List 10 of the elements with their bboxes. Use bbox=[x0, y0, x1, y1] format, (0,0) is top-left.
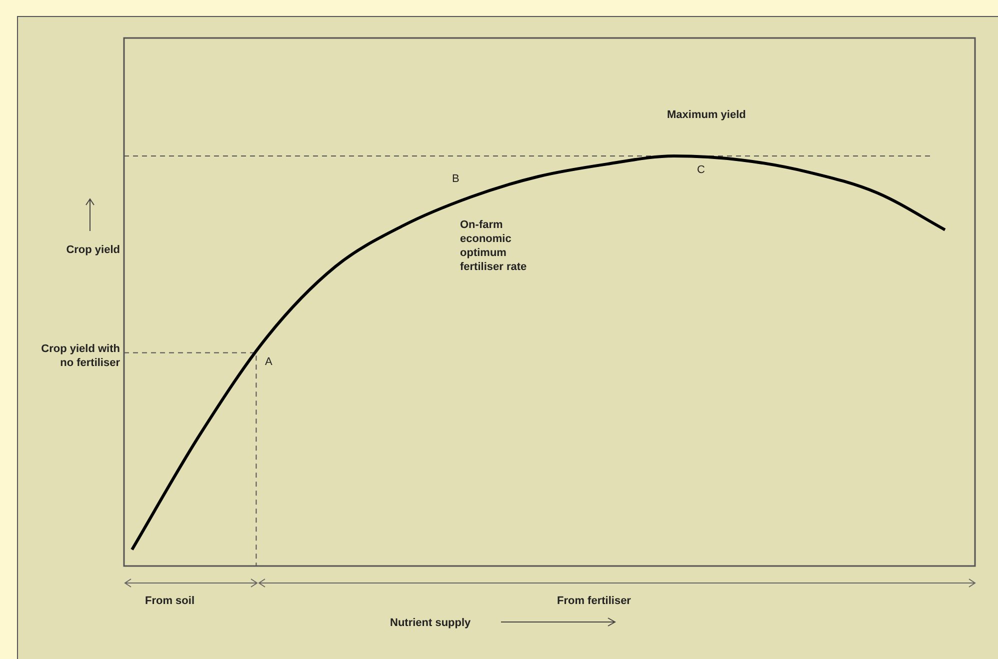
annotation: C bbox=[697, 163, 705, 177]
text: From soil bbox=[145, 594, 195, 608]
text: Crop yield with no fertiliser bbox=[40, 342, 120, 370]
text: Maximum yield bbox=[667, 108, 747, 122]
text: From fertiliser bbox=[557, 594, 631, 608]
annotation: On-farm economic optimum fertiliser rate bbox=[460, 218, 528, 274]
annotation: B bbox=[452, 172, 460, 186]
x-axis-title: Nutrient supply bbox=[390, 616, 471, 630]
annotation: A bbox=[265, 355, 272, 369]
y-axis-title: Crop yield bbox=[65, 243, 120, 257]
